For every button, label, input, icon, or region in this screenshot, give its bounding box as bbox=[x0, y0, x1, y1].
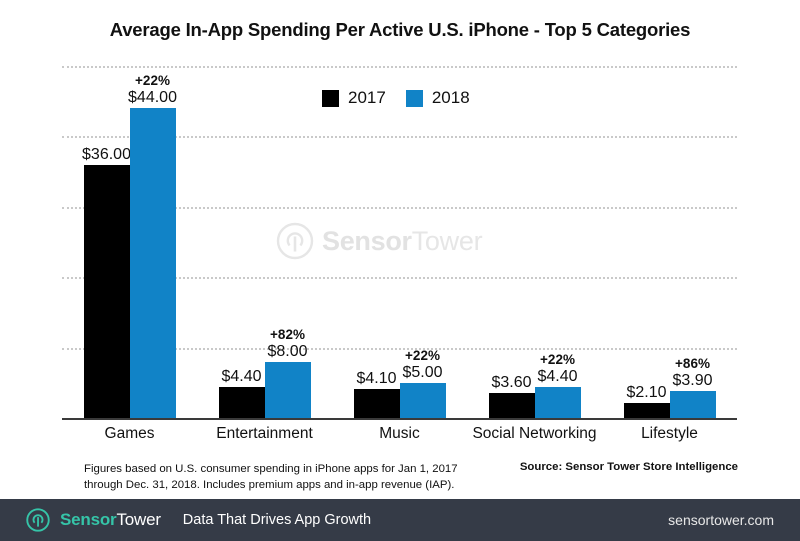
brand-bar: SensorTower Data That Drives App Growth … bbox=[0, 499, 800, 541]
growth-percent-label: +86% bbox=[675, 355, 710, 371]
chart-legend: 2017 2018 bbox=[322, 88, 470, 108]
bar-groups: $36.00 $44.00 +22% $4.40 $8.00 +82% $4.10 $5.00… bbox=[62, 66, 737, 418]
bar-value-label: $36.00 bbox=[82, 145, 131, 163]
bar-group: $4.10 $5.00 +22% bbox=[332, 66, 467, 418]
sensor-tower-logo-icon bbox=[26, 508, 50, 532]
gridline bbox=[62, 66, 737, 68]
x-axis-category-label: Social Networking bbox=[472, 425, 597, 442]
bar-2018[interactable]: $4.40 +22% bbox=[534, 352, 581, 418]
legend-label-2018: 2018 bbox=[431, 88, 470, 107]
bar-value-label: $8.00 bbox=[267, 342, 308, 360]
bar-value-label: $3.60 bbox=[491, 373, 532, 391]
brand-tagline: Data That Drives App Growth bbox=[182, 512, 372, 528]
bar-2017[interactable]: $36.00 bbox=[82, 146, 131, 418]
legend-item-2018: 2018 bbox=[405, 88, 470, 108]
bar-2018[interactable]: $44.00 +22% bbox=[128, 73, 177, 418]
bar-value-label: $44.00 bbox=[128, 89, 177, 107]
brand-url[interactable]: sensortower.com bbox=[668, 512, 774, 528]
brand-name-bold: Sensor bbox=[60, 510, 117, 529]
x-axis-category-label: Entertainment bbox=[216, 425, 313, 442]
bar-2017[interactable]: $3.60 bbox=[488, 374, 535, 418]
bar-group: $2.10 $3.90 +86% bbox=[602, 66, 737, 418]
x-axis-labels: Games Entertainment Music Social Networking… bbox=[62, 425, 737, 443]
gridline bbox=[62, 277, 737, 280]
bar-value-label: $4.40 bbox=[221, 368, 262, 386]
brand-name: SensorTower bbox=[60, 510, 161, 530]
legend-swatch-icon-2017 bbox=[322, 89, 339, 107]
bar-group: $3.60 $4.40 +22% bbox=[467, 66, 602, 418]
legend-swatch-icon-2018 bbox=[405, 89, 423, 107]
plot-area: $0$10$20$30$40$50 $36.00$44.00+22%$4.40$… bbox=[62, 66, 737, 420]
growth-percent-label: +22% bbox=[540, 352, 575, 368]
gridline bbox=[62, 347, 737, 350]
bar-value-label: $2.10 bbox=[626, 384, 667, 402]
gridline bbox=[62, 206, 737, 209]
bar-value-label: $5.00 bbox=[402, 363, 443, 381]
bar-2017[interactable]: $4.10 bbox=[353, 370, 400, 418]
bar-2018[interactable]: $8.00 +82% bbox=[264, 327, 311, 418]
brand-logo: SensorTower bbox=[26, 508, 161, 532]
brand-name-light: Tower bbox=[116, 510, 161, 529]
growth-percent-label: +82% bbox=[270, 326, 305, 342]
bar-value-label: $4.40 bbox=[537, 368, 578, 386]
growth-percent-label: +22% bbox=[405, 347, 440, 363]
footnote-text: Figures based on U.S. consumer spending … bbox=[84, 463, 458, 492]
bar-group: $4.40 $8.00 +82% bbox=[197, 66, 332, 418]
x-axis-category-label: Games bbox=[104, 425, 155, 442]
growth-percent-label: +22% bbox=[135, 73, 170, 89]
x-axis-category-label: Music bbox=[379, 425, 420, 442]
gridline bbox=[62, 136, 737, 139]
bar-value-label: $4.10 bbox=[356, 370, 397, 388]
bar-2017[interactable]: $2.10 bbox=[623, 384, 670, 418]
legend-item-2017: 2017 bbox=[322, 88, 386, 108]
bar-group: $36.00 $44.00 +22% bbox=[62, 66, 197, 418]
page-title: Average In-App Spending Per Active U.S. … bbox=[109, 19, 691, 40]
axis-baseline bbox=[62, 418, 737, 420]
x-axis-category-label: Lifestyle bbox=[641, 425, 698, 442]
bar-2017[interactable]: $4.40 bbox=[218, 368, 265, 418]
bar-2018[interactable]: $5.00 +22% bbox=[399, 348, 446, 418]
source-text: Source: Sensor Tower Store Intelligence bbox=[519, 461, 738, 473]
bar-value-label: $3.90 bbox=[672, 371, 713, 389]
legend-label-2017: 2017 bbox=[348, 88, 386, 107]
bar-2018[interactable]: $3.90 +86% bbox=[669, 356, 716, 418]
